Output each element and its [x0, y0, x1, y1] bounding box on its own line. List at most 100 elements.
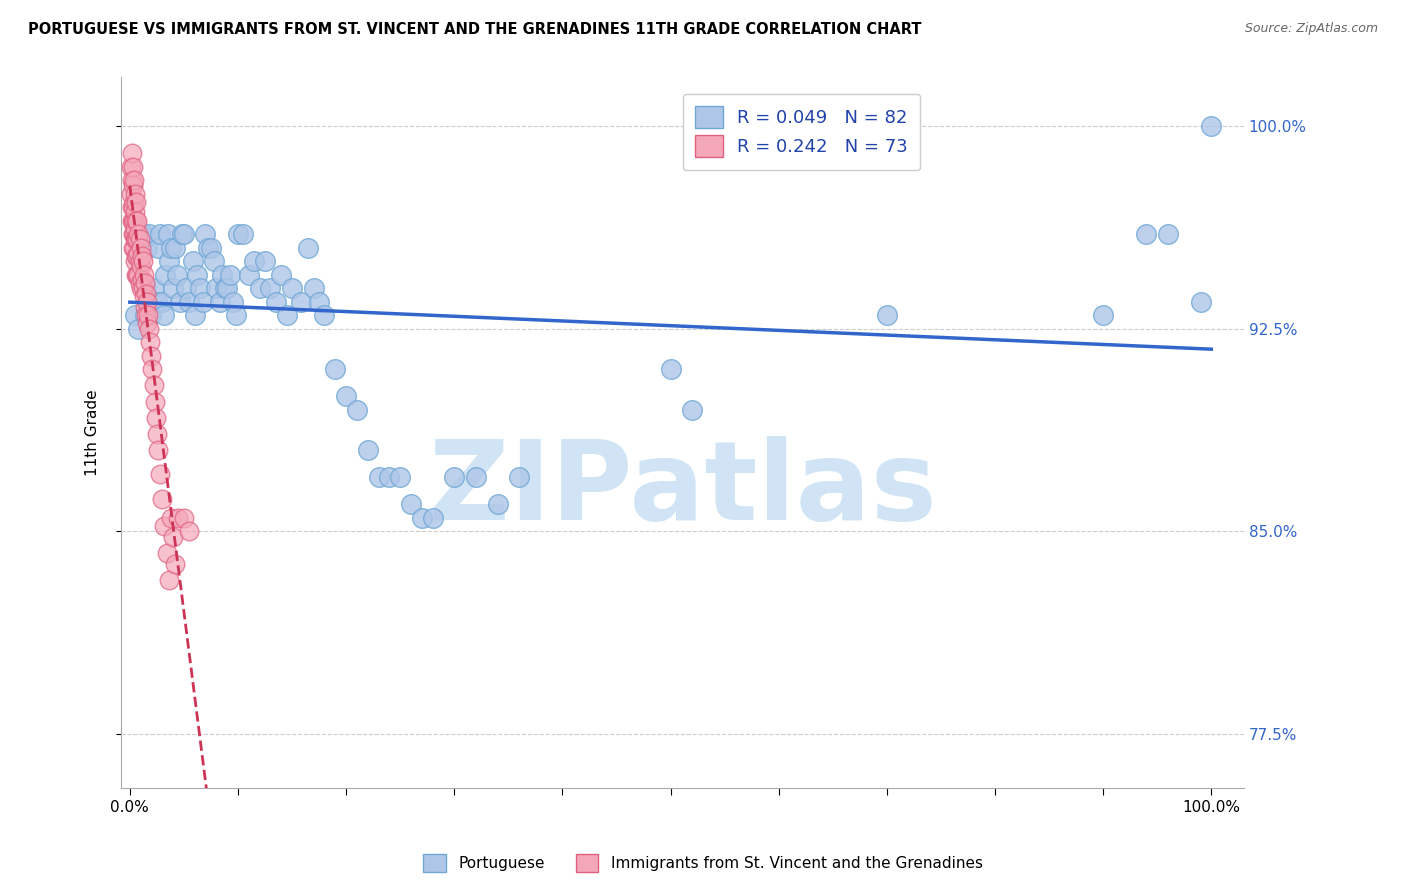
Text: PORTUGUESE VS IMMIGRANTS FROM ST. VINCENT AND THE GRENADINES 11TH GRADE CORRELAT: PORTUGUESE VS IMMIGRANTS FROM ST. VINCEN…: [28, 22, 921, 37]
Point: [162, 530, 184, 544]
Point: [160, 241, 183, 255]
Point: [264, 294, 287, 309]
Point: [346, 402, 368, 417]
Point: [127, 232, 149, 246]
Point: [217, 281, 239, 295]
Point: [128, 254, 150, 268]
Point: [297, 241, 319, 255]
Point: [122, 227, 145, 241]
Point: [135, 281, 157, 295]
Point: [142, 281, 165, 295]
Point: [1201, 119, 1223, 133]
Point: [127, 268, 149, 282]
Point: [134, 308, 156, 322]
Point: [179, 294, 201, 309]
Point: [120, 186, 142, 201]
Point: [127, 321, 149, 335]
Point: [378, 470, 401, 484]
Point: [136, 241, 159, 255]
Point: [127, 249, 149, 263]
Point: [302, 281, 325, 295]
Point: [132, 289, 155, 303]
Point: [124, 205, 146, 219]
Point: [225, 308, 247, 322]
Point: [211, 268, 233, 282]
Point: [157, 573, 180, 587]
Point: [121, 213, 143, 227]
Point: [124, 232, 146, 246]
Point: [146, 443, 169, 458]
Point: [314, 308, 336, 322]
Point: [165, 557, 187, 571]
Text: Source: ZipAtlas.com: Source: ZipAtlas.com: [1244, 22, 1378, 36]
Point: [138, 321, 160, 335]
Point: [134, 300, 156, 314]
Point: [486, 497, 509, 511]
Point: [270, 268, 292, 282]
Point: [122, 194, 145, 209]
Point: [139, 335, 162, 350]
Point: [124, 221, 146, 235]
Point: [132, 281, 155, 295]
Point: [129, 241, 152, 255]
Point: [188, 281, 211, 295]
Point: [411, 510, 433, 524]
Point: [232, 227, 254, 241]
Point: [129, 227, 152, 241]
Point: [170, 227, 193, 241]
Point: [136, 308, 159, 322]
Point: [121, 200, 143, 214]
Point: [226, 227, 249, 241]
Point: [160, 510, 183, 524]
Point: [186, 268, 208, 282]
Point: [443, 470, 465, 484]
Point: [173, 510, 195, 524]
Point: [367, 470, 389, 484]
Point: [122, 213, 145, 227]
Point: [166, 268, 188, 282]
Point: [142, 378, 165, 392]
Point: [276, 308, 298, 322]
Point: [194, 227, 217, 241]
Point: [249, 281, 271, 295]
Point: [253, 254, 276, 268]
Point: [167, 510, 190, 524]
Point: [357, 443, 380, 458]
Point: [155, 546, 177, 560]
Point: [335, 389, 357, 403]
Point: [127, 246, 149, 260]
Point: [127, 213, 149, 227]
Point: [122, 200, 145, 214]
Point: [146, 294, 169, 309]
Point: [120, 160, 142, 174]
Point: [122, 213, 145, 227]
Point: [131, 249, 153, 263]
Point: [124, 254, 146, 268]
Point: [399, 497, 422, 511]
Point: [150, 294, 173, 309]
Point: [128, 232, 150, 246]
Point: [150, 491, 173, 506]
Point: [157, 254, 180, 268]
Point: [876, 308, 898, 322]
Point: [131, 273, 153, 287]
Point: [136, 316, 159, 330]
Y-axis label: 11th Grade: 11th Grade: [86, 389, 100, 476]
Point: [141, 362, 163, 376]
Point: [127, 227, 149, 241]
Point: [125, 194, 148, 209]
Point: [681, 402, 703, 417]
Point: [125, 249, 148, 263]
Point: [129, 260, 152, 274]
Point: [174, 281, 197, 295]
Point: [122, 160, 145, 174]
Point: [127, 268, 149, 282]
Point: [128, 276, 150, 290]
Point: [197, 241, 219, 255]
Point: [143, 394, 166, 409]
Legend: R = 0.049   N = 82, R = 0.242   N = 73: R = 0.049 N = 82, R = 0.242 N = 73: [683, 94, 921, 170]
Point: [214, 281, 236, 295]
Point: [153, 308, 176, 322]
Point: [155, 268, 177, 282]
Point: [153, 518, 176, 533]
